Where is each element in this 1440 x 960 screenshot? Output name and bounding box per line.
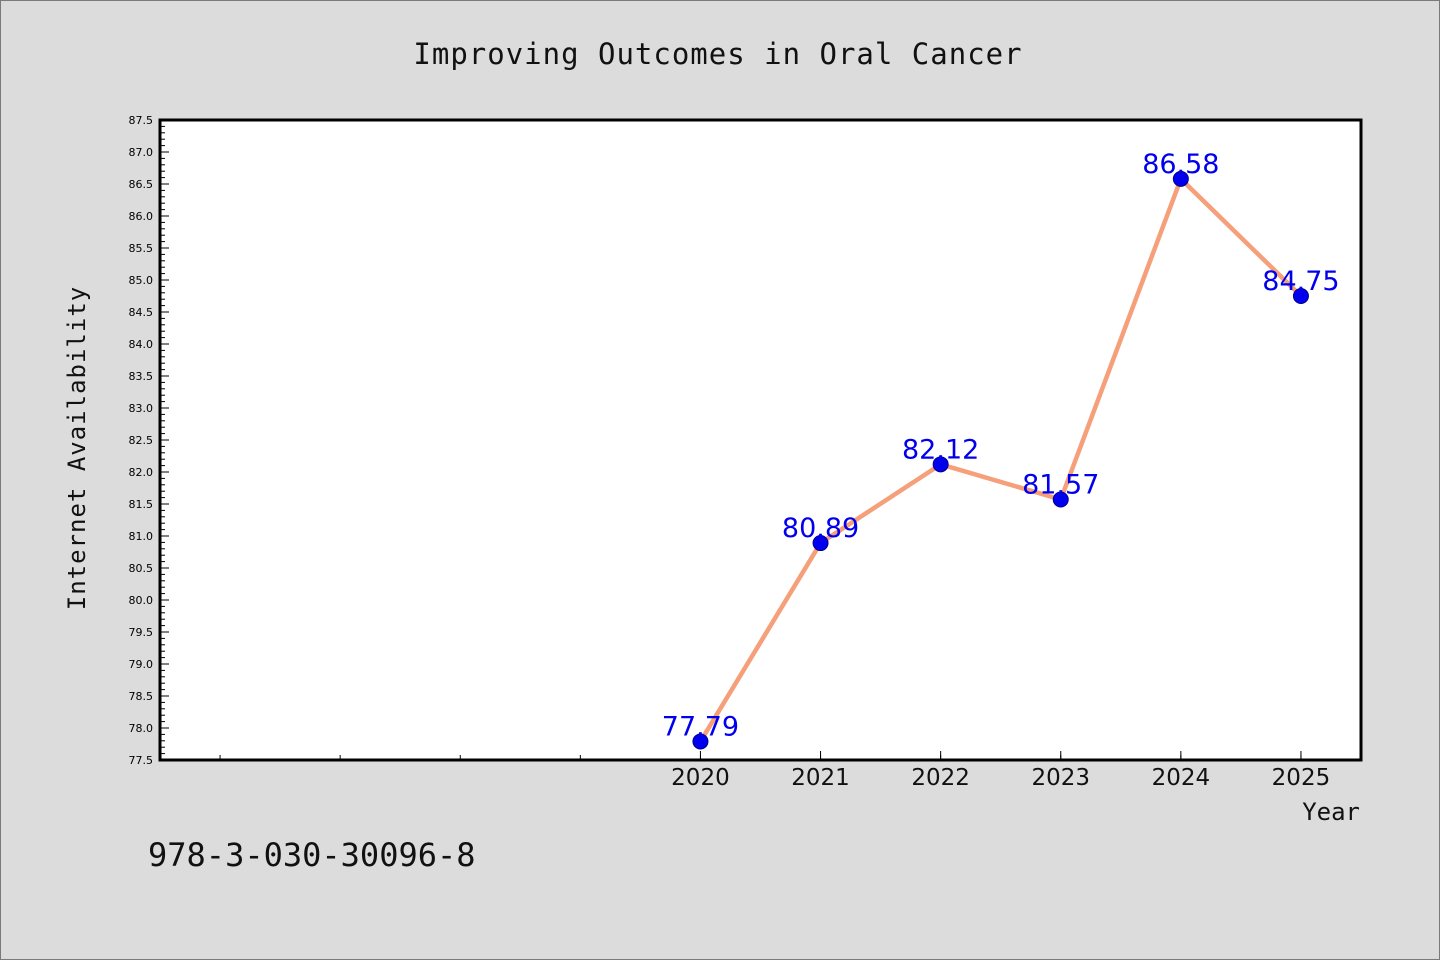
x-axis-label: Year: [1302, 798, 1360, 826]
x-tick-label: 2022: [911, 765, 970, 791]
x-tick-label: 2023: [1031, 765, 1090, 791]
y-tick-label: 81.0: [129, 530, 154, 543]
y-tick-label: 77.5: [129, 754, 154, 767]
y-tick-label: 84.0: [129, 338, 154, 351]
y-tick-label: 78.5: [129, 690, 154, 703]
y-tick-label: 79.5: [129, 626, 154, 639]
y-tick-label: 83.0: [129, 402, 154, 415]
x-tick-label: 2025: [1272, 765, 1331, 791]
y-tick-label: 86.0: [129, 210, 154, 223]
data-label: 86.58: [1142, 149, 1219, 180]
y-tick-label: 86.5: [129, 178, 154, 191]
y-tick-label: 84.5: [129, 306, 154, 319]
data-label: 81.57: [1022, 470, 1099, 501]
y-tick-label: 87.0: [129, 146, 154, 159]
x-axis-ticks: 2020 2021 2022 2023 2024 2025: [219, 751, 1331, 791]
data-point: [812, 535, 829, 552]
data-label: 84.75: [1262, 266, 1339, 297]
y-tick-label: 85.0: [129, 274, 154, 287]
data-label: 77.79: [662, 711, 739, 742]
data-point: [1292, 288, 1309, 304]
x-tick-label: 2024: [1152, 765, 1211, 791]
plot-area: [160, 120, 1361, 760]
plot-frame: [158, 118, 1363, 762]
y-tick-label: 87.5: [129, 114, 154, 127]
x-tick-label: 2021: [791, 765, 850, 791]
y-tick-label: 79.0: [129, 658, 154, 671]
y-tick-label: 80.5: [129, 562, 154, 575]
data-point: [692, 733, 709, 750]
y-tick-label: 82.0: [129, 466, 154, 479]
y-tick-label: 81.5: [129, 498, 154, 511]
data-label: 82.12: [902, 434, 979, 465]
data-point: [932, 456, 949, 473]
y-tick-label: 78.0: [129, 722, 154, 735]
x-tick-label: 2020: [671, 765, 730, 791]
data-point: [1172, 170, 1189, 187]
series-line: [698, 176, 1304, 744]
y-tick-label: 82.5: [129, 434, 154, 447]
isbn-text: 978-3-030-30096-8: [148, 836, 476, 874]
y-tick-label: 83.5: [129, 370, 154, 383]
data-point: [1052, 491, 1069, 508]
y-axis-label: Internet Availability: [63, 286, 91, 610]
y-tick-label: 85.5: [129, 242, 154, 255]
chart-title: Improving Outcomes in Oral Cancer: [413, 37, 1022, 71]
series-line-group: 77.79 80.89 82.12 81.57 86.58 84.75: [662, 149, 1340, 750]
data-label: 80.89: [782, 513, 859, 544]
y-tick-label: 80.0: [129, 594, 154, 607]
